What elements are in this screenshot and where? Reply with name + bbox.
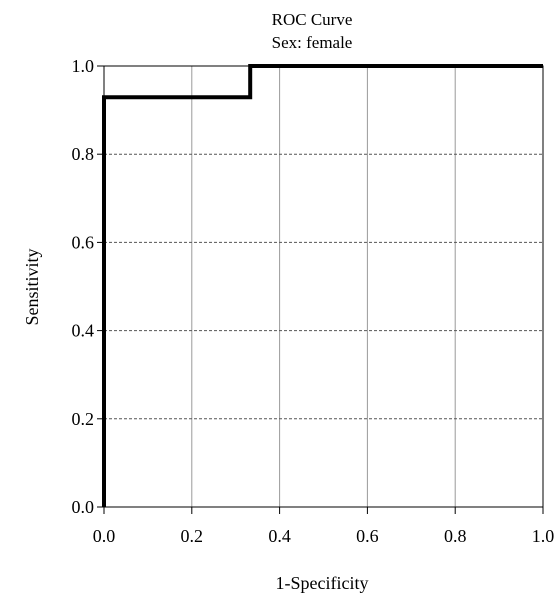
- y-tick-label-5: 1.0: [72, 56, 95, 76]
- chart-title: ROC Curve: [272, 10, 353, 29]
- x-axis-label: 1-Specificity: [276, 573, 369, 593]
- x-tick-label-5: 1.0: [532, 526, 555, 546]
- series-layer: [102, 64, 543, 507]
- plot-frame: [103, 65, 544, 508]
- grid-layer: [104, 66, 543, 507]
- y-tick-label-4: 0.8: [72, 144, 95, 164]
- x-tick-label-1: 0.2: [181, 526, 204, 546]
- axis-layer: [103, 65, 544, 508]
- y-tick-label-2: 0.4: [72, 321, 95, 341]
- y-tick-label-0: 0.0: [72, 497, 95, 517]
- x-tick-label-2: 0.4: [268, 526, 291, 546]
- x-tick-label-4: 0.8: [444, 526, 467, 546]
- y-axis-label: Sensitivity: [22, 248, 42, 325]
- tick-layer: 0.0 0.2 0.4 0.6 0.8 1.0 0.0 0.2 0.4 0.6 0.8 1.0: [72, 56, 555, 546]
- roc-curve-line-0: [102, 64, 543, 507]
- x-tick-label-0: 0.0: [93, 526, 116, 546]
- y-tick-label-3: 0.6: [72, 232, 95, 252]
- x-tick-label-3: 0.6: [356, 526, 379, 546]
- y-tick-label-1: 0.2: [72, 409, 95, 429]
- chart-subtitle: Sex: female: [272, 33, 353, 52]
